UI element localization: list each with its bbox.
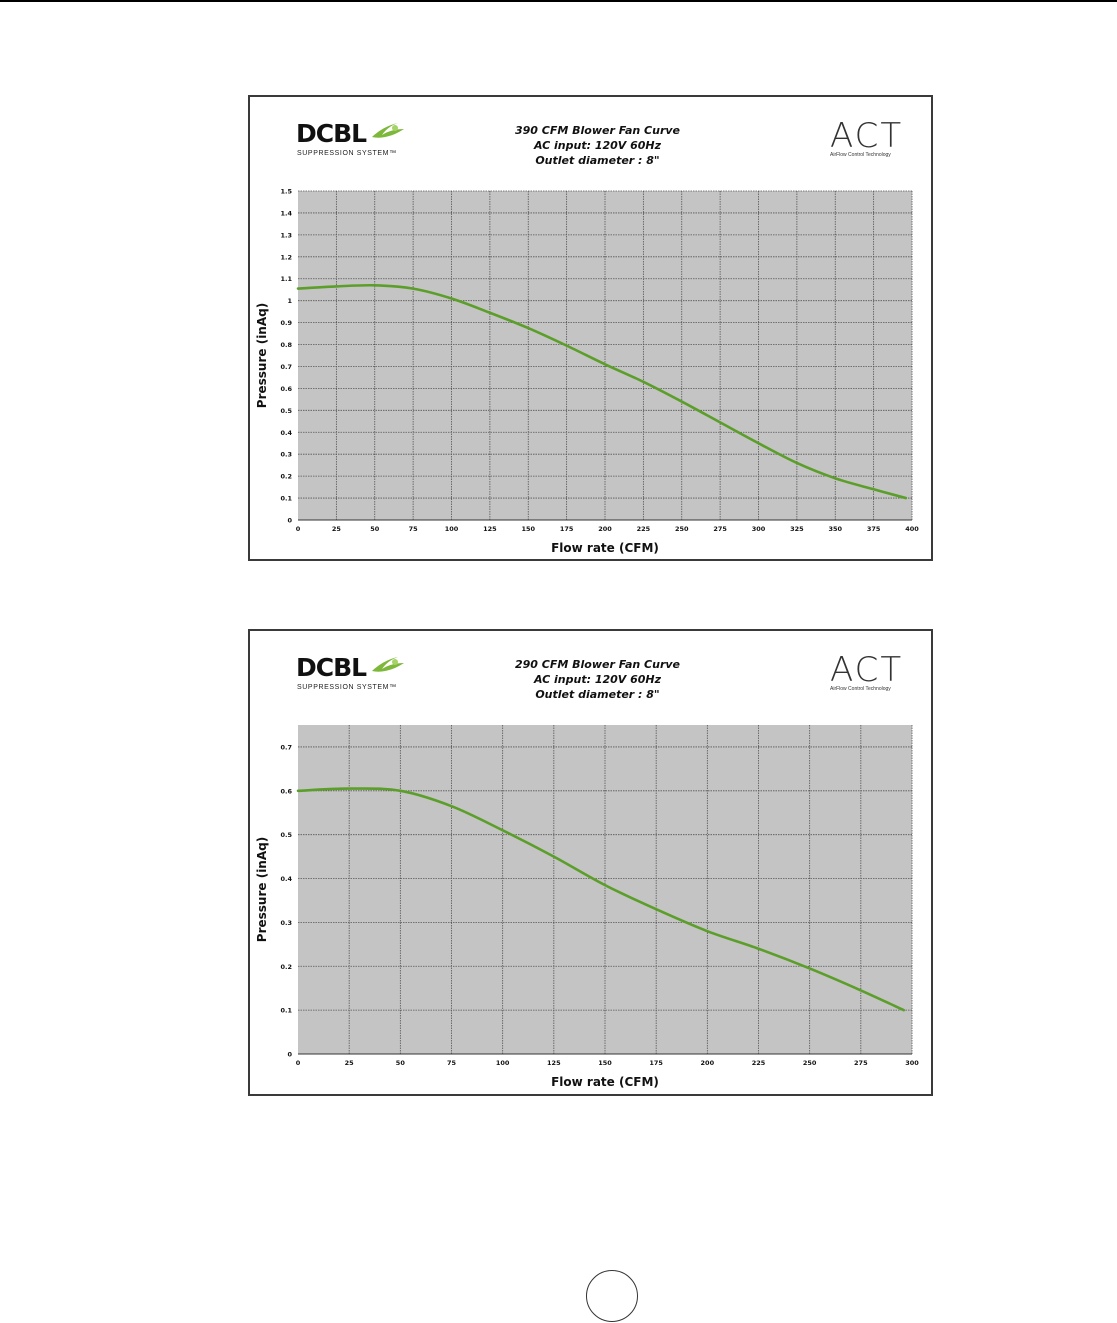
chart-title-line: AC input: 120V 60Hz	[533, 139, 662, 152]
plot-area	[298, 725, 912, 1054]
dcbl-logo: DCBL SUPPRESSION SYSTEM™	[296, 655, 426, 699]
x-tick-label: 300	[905, 1059, 919, 1067]
x-tick-label: 400	[905, 525, 919, 533]
y-tick-label: 0	[287, 1051, 292, 1059]
act-logo: ACT AirFlow Control Technology	[830, 650, 920, 695]
top-rule	[0, 0, 1117, 2]
act-logo: ACT AirFlow Control Technology	[830, 116, 920, 161]
dcbl-logo-word: DCBL	[296, 653, 367, 682]
y-tick-label: 0.1	[280, 1007, 292, 1015]
fan-curve-chart-290: 0 0.1 0.2 0.3 0.4 0.5 0.6 0.7 0 25 50 75 100 125 150 17…	[255, 725, 919, 1089]
chart-title-line: 290 CFM Blower Fan Curve	[514, 658, 681, 671]
x-tick-label: 125	[483, 525, 497, 533]
fan-curve-panel-290: DCBL SUPPRESSION SYSTEM™ 290 CFM Blower …	[248, 629, 933, 1096]
chart-title: 390 CFM Blower Fan Curve AC input: 120V …	[450, 123, 745, 168]
y-tick-label: 0.7	[280, 743, 292, 751]
x-tick-label: 100	[496, 1059, 510, 1067]
y-tick-label: 1.3	[280, 231, 292, 239]
x-tick-label: 275	[854, 1059, 868, 1067]
y-tick-label: 1	[287, 297, 292, 305]
dcbl-logo: DCBL SUPPRESSION SYSTEM™	[296, 121, 426, 165]
x-tick-label: 375	[867, 525, 881, 533]
dcbl-logo-word: DCBL	[296, 119, 367, 148]
x-tick-label: 250	[675, 525, 689, 533]
x-tick-label: 325	[790, 525, 804, 533]
x-axis-title: Flow rate (CFM)	[551, 541, 659, 555]
y-tick-label: 1.4	[280, 209, 292, 217]
chart-title-line: AC input: 120V 60Hz	[533, 673, 662, 686]
chart-title-line: Outlet diameter : 8"	[535, 688, 660, 701]
x-tick-label: 0	[296, 525, 301, 533]
x-tick-label: 300	[752, 525, 766, 533]
y-tick-label: 0.8	[280, 341, 292, 349]
x-tick-label: 150	[598, 1059, 612, 1067]
fan-curve-line	[296, 787, 906, 1012]
fan-curve-chart-390: 0 0.1 0.2 0.3 0.4 0.5 0.6 0.7 0.8 0.9 1 1.1 1.2 1.3 1.…	[255, 188, 919, 556]
x-tick-label: 150	[521, 525, 535, 533]
act-logo-subtitle: AirFlow Control Technology	[830, 686, 891, 692]
plot-area	[298, 191, 912, 520]
x-tick-label: 100	[445, 525, 459, 533]
y-tick-label: 1.1	[280, 275, 292, 283]
x-tick-label: 25	[332, 525, 342, 533]
x-tick-label: 200	[598, 525, 612, 533]
x-tick-label: 175	[649, 1059, 663, 1067]
y-axis-title: Pressure (inAq)	[255, 303, 269, 408]
chart-title-line: 390 CFM Blower Fan Curve	[514, 124, 681, 137]
x-tick-label: 275	[713, 525, 727, 533]
y-tick-label: 0.4	[280, 429, 292, 437]
fan-curve-panel-390: DCBL SUPPRESSION SYSTEM™ 390 CFM Blower …	[248, 95, 933, 561]
x-tick-label: 75	[447, 1059, 457, 1067]
x-tick-label: 200	[701, 1059, 715, 1067]
y-tick-label: 0.3	[280, 919, 292, 927]
x-axis-title: Flow rate (CFM)	[551, 1075, 659, 1089]
act-logo-word: ACT	[830, 116, 904, 156]
x-tick-label: 250	[803, 1059, 817, 1067]
x-tick-label: 125	[547, 1059, 561, 1067]
y-tick-label: 1.5	[280, 188, 292, 196]
y-tick-label: 0.6	[280, 385, 292, 393]
x-tick-label: 50	[370, 525, 380, 533]
y-tick-label: 0.2	[280, 963, 292, 971]
page-number-badge	[586, 1270, 638, 1322]
x-tick-label: 75	[409, 525, 419, 533]
leaf-icon	[372, 123, 404, 138]
leaf-icon	[372, 657, 404, 672]
dcbl-logo-subtitle: SUPPRESSION SYSTEM™	[297, 150, 397, 157]
dcbl-logo-subtitle: SUPPRESSION SYSTEM™	[297, 684, 397, 691]
y-tick-label: 1.2	[280, 253, 292, 261]
chart-title: 290 CFM Blower Fan Curve AC input: 120V …	[450, 657, 745, 702]
act-logo-subtitle: AirFlow Control Technology	[830, 152, 891, 158]
y-tick-label: 0.3	[280, 451, 292, 459]
y-tick-label: 0.5	[280, 407, 292, 415]
x-tick-label: 350	[828, 525, 842, 533]
y-tick-label: 0.6	[280, 787, 292, 795]
y-tick-label: 0.1	[280, 495, 292, 503]
x-tick-label: 175	[560, 525, 574, 533]
x-tick-label: 50	[396, 1059, 406, 1067]
fan-curve-line	[296, 283, 908, 500]
x-tick-label: 0	[296, 1059, 301, 1067]
y-tick-label: 0	[287, 517, 292, 525]
chart-title-line: Outlet diameter : 8"	[535, 154, 660, 167]
act-logo-word: ACT	[830, 650, 904, 690]
y-axis-title: Pressure (inAq)	[255, 837, 269, 942]
y-tick-label: 0.5	[280, 831, 292, 839]
y-tick-label: 0.4	[280, 875, 292, 883]
y-tick-label: 0.9	[280, 319, 292, 327]
x-tick-label: 25	[345, 1059, 355, 1067]
y-tick-label: 0.2	[280, 473, 292, 481]
y-tick-label: 0.7	[280, 363, 292, 371]
x-tick-label: 225	[637, 525, 651, 533]
x-tick-label: 225	[752, 1059, 766, 1067]
